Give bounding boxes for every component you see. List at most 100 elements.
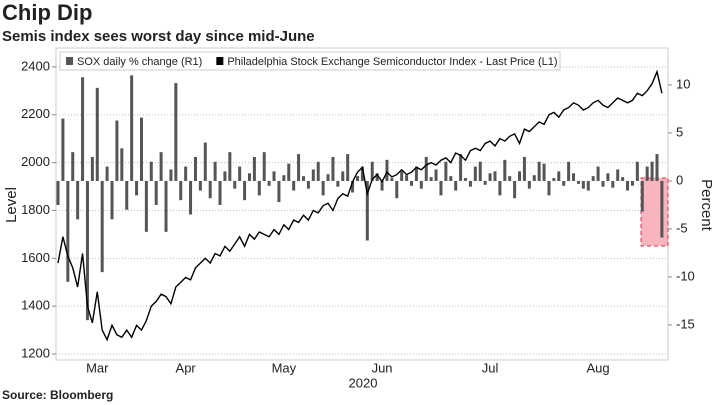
y-tick-label: 2200 bbox=[21, 106, 50, 121]
y-tick-label: 1600 bbox=[21, 250, 50, 265]
line bbox=[57, 69, 663, 342]
bar bbox=[596, 166, 600, 181]
bar bbox=[336, 180, 340, 187]
bar bbox=[85, 180, 89, 321]
bar bbox=[297, 154, 301, 181]
bar bbox=[243, 180, 247, 201]
bar bbox=[351, 180, 355, 193]
bar bbox=[228, 152, 232, 181]
bar bbox=[621, 177, 625, 181]
y-axis-title: Level bbox=[3, 187, 20, 223]
bar bbox=[130, 75, 134, 181]
y2-tick-label: 10 bbox=[676, 76, 690, 91]
y-tick-label: 1800 bbox=[21, 202, 50, 217]
bar bbox=[449, 176, 453, 181]
bar bbox=[135, 180, 139, 196]
bar bbox=[105, 166, 109, 181]
source: Source: Bloomberg bbox=[2, 388, 113, 402]
bar bbox=[81, 77, 85, 181]
bar bbox=[424, 156, 428, 181]
bar bbox=[552, 178, 556, 181]
bar bbox=[635, 161, 639, 181]
bar bbox=[356, 176, 359, 181]
y2-axis-title: Percent bbox=[698, 179, 715, 232]
bar bbox=[213, 161, 217, 181]
bar bbox=[390, 178, 394, 181]
bar bbox=[360, 166, 364, 181]
bar bbox=[125, 180, 129, 210]
bar bbox=[272, 171, 276, 181]
bar bbox=[527, 180, 531, 189]
bar bbox=[316, 161, 320, 181]
bar bbox=[262, 152, 266, 181]
bar bbox=[567, 161, 571, 181]
bar bbox=[405, 175, 409, 181]
bar bbox=[557, 171, 561, 181]
bar bbox=[414, 166, 418, 181]
y-tick-label: 2400 bbox=[21, 58, 50, 73]
bar bbox=[478, 161, 482, 181]
bar bbox=[154, 180, 158, 205]
y2-tick-label: -15 bbox=[676, 316, 695, 331]
y2-tick-label: -5 bbox=[676, 220, 688, 235]
bar bbox=[493, 171, 497, 181]
bar bbox=[208, 180, 212, 199]
bar bbox=[640, 180, 644, 212]
bar bbox=[586, 180, 590, 191]
bar bbox=[439, 180, 443, 196]
bar bbox=[537, 161, 541, 181]
bar bbox=[247, 173, 251, 181]
bar bbox=[110, 180, 114, 220]
bar bbox=[483, 180, 487, 185]
bar bbox=[238, 166, 242, 181]
bar bbox=[547, 180, 551, 196]
bar bbox=[301, 176, 305, 181]
bar bbox=[346, 154, 350, 181]
bar bbox=[95, 87, 99, 181]
bar bbox=[189, 180, 193, 215]
legend-label: Philadelphia Stock Exchange Semiconducto… bbox=[227, 56, 557, 68]
bar bbox=[149, 161, 153, 181]
bar bbox=[650, 161, 654, 181]
bar bbox=[233, 180, 237, 189]
bar bbox=[223, 171, 227, 181]
bar bbox=[120, 148, 124, 181]
x-tick-label: Aug bbox=[587, 360, 610, 375]
bar bbox=[144, 180, 148, 232]
bar bbox=[218, 180, 222, 205]
y2-tick-label: -10 bbox=[676, 268, 695, 283]
y-tick-label: 2000 bbox=[21, 154, 50, 169]
highlight-box bbox=[640, 177, 669, 247]
bar bbox=[611, 180, 615, 188]
x-tick-label: Mar bbox=[86, 360, 109, 375]
x-tick-label: Jul bbox=[482, 360, 499, 375]
legend-box bbox=[59, 51, 561, 71]
bar bbox=[518, 171, 522, 181]
bar bbox=[532, 175, 536, 181]
bar bbox=[444, 161, 448, 181]
bar bbox=[164, 180, 168, 232]
bar bbox=[385, 159, 389, 181]
bar bbox=[576, 180, 580, 184]
bar bbox=[115, 120, 119, 181]
bar bbox=[341, 171, 345, 181]
year-label: 2020 bbox=[349, 375, 378, 390]
bar bbox=[306, 180, 310, 189]
legend-swatch bbox=[66, 57, 73, 65]
bar bbox=[331, 156, 335, 181]
bar bbox=[503, 159, 507, 181]
bar bbox=[601, 180, 605, 187]
bar bbox=[292, 180, 296, 191]
bar bbox=[473, 166, 477, 181]
bar bbox=[179, 180, 183, 201]
bar bbox=[572, 173, 576, 181]
bar bbox=[410, 180, 414, 186]
y-tick-label: 1200 bbox=[21, 345, 50, 360]
bar bbox=[139, 117, 143, 181]
bar bbox=[100, 180, 104, 273]
bar bbox=[76, 180, 80, 220]
bar bbox=[326, 174, 330, 181]
bar bbox=[616, 169, 620, 181]
bar bbox=[400, 171, 404, 181]
